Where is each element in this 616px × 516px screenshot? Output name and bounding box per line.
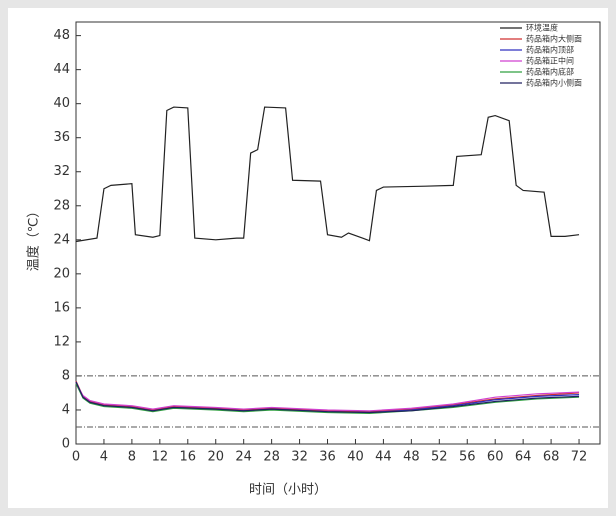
series-line [75,382,580,412]
plot-frame [75,21,601,445]
x-axis-label: 时间（小时） [249,483,327,498]
y-tick-label: 48 [53,28,70,43]
series-line [75,383,580,414]
y-tick-label: 20 [53,266,70,281]
legend-label: 药品箱内底部 [526,67,574,77]
legend-label: 药品箱内大侧面 [526,34,582,44]
x-tick-label: 0 [72,450,80,465]
x-tick-label: 56 [459,450,476,465]
x-tick-label: 36 [319,450,336,465]
x-tick-label: 44 [375,450,392,465]
y-tick-label: 32 [53,164,70,179]
x-tick-label: 52 [431,450,448,465]
x-tick-label: 64 [515,450,532,465]
x-tick-label: 28 [263,450,280,465]
x-tick-label: 32 [291,450,308,465]
x-tick-label: 20 [207,450,224,465]
x-tick-label: 12 [152,450,169,465]
legend-label: 药品箱内小侧面 [526,78,582,88]
x-tick-label: 16 [180,450,197,465]
x-tick-label: 40 [347,450,364,465]
legend-label: 环境温度 [526,23,558,33]
y-tick-label: 24 [53,232,70,247]
y-tick-label: 4 [62,402,70,417]
y-tick-label: 40 [53,96,70,111]
y-tick-label: 12 [53,334,70,349]
series-line [75,106,580,243]
y-tick-label: 44 [53,62,70,77]
panel: 时间（小时） 温度（℃） 0 4 8 12 16 20 24 28 32 36 40 44 48 0 4 8 1… [8,8,608,508]
series-line [75,380,580,413]
x-tick-label: 4 [100,450,108,465]
y-tick-label: 28 [53,198,70,213]
legend-label: 药品箱内顶部 [526,45,574,55]
y-tick-label: 36 [53,130,70,145]
x-tick-label: 48 [403,450,420,465]
series-line [75,381,580,414]
y-tick-label: 0 [62,437,70,452]
legend-label: 药品箱正中间 [526,56,574,66]
y-tick-label: 16 [53,300,70,315]
series-line [75,381,580,414]
x-tick-label: 68 [543,450,560,465]
x-tick-label: 60 [487,450,504,465]
x-tick-label: 24 [235,450,252,465]
x-tick-label: 8 [128,450,136,465]
y-tick-label: 8 [62,368,70,383]
x-tick-label: 72 [571,450,588,465]
y-axis-label: 温度（℃） [26,205,42,272]
